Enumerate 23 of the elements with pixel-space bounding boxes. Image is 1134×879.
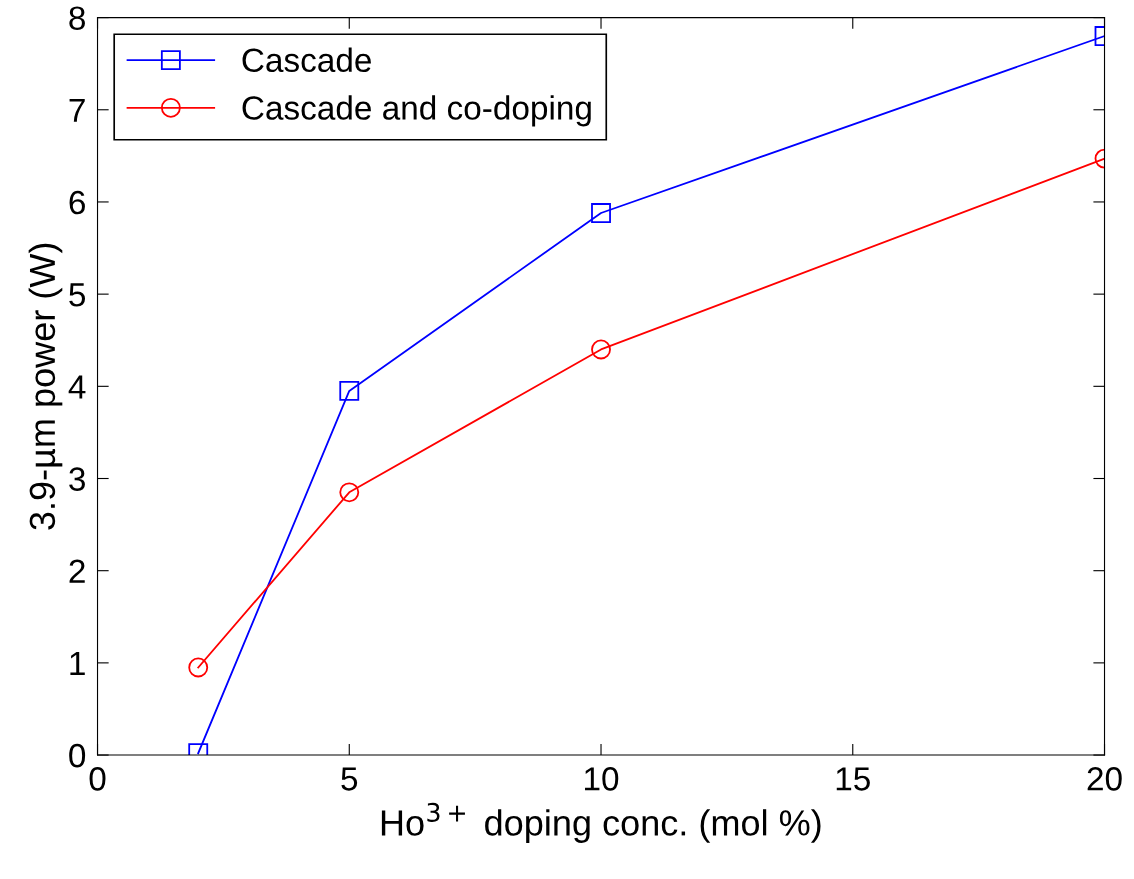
x-tick-label: 5	[341, 767, 358, 791]
point	[339, 380, 360, 401]
x-tick-label: 20	[1087, 767, 1122, 791]
x-axis-title: Ho$^{3+}$ doping conc. (mol %)	[381, 802, 821, 843]
y-tick-label: 6	[69, 190, 85, 215]
y-tick-label: 7	[69, 98, 85, 122]
y-tick-label: 8	[69, 6, 85, 30]
y-tick-label: 4	[68, 375, 86, 399]
legend-label: Cascade and co-doping	[242, 95, 591, 127]
point	[188, 657, 209, 678]
legend-label: Cascade	[242, 47, 371, 73]
y-tick-label: 5	[69, 283, 86, 307]
y-tick-label: 2	[69, 559, 85, 583]
x-tick-label: 0	[89, 767, 106, 791]
y-tick-label: 0	[69, 743, 86, 768]
x-tick-label: 10	[585, 767, 619, 791]
point	[339, 482, 360, 503]
y-axis-title: 3.9-µm power (W)	[28, 243, 63, 530]
y-tick-label: 3	[69, 467, 85, 491]
x-tick-label: 15	[836, 767, 870, 791]
point	[591, 203, 611, 223]
y-tick-label: 1	[70, 652, 85, 675]
point	[591, 339, 611, 360]
